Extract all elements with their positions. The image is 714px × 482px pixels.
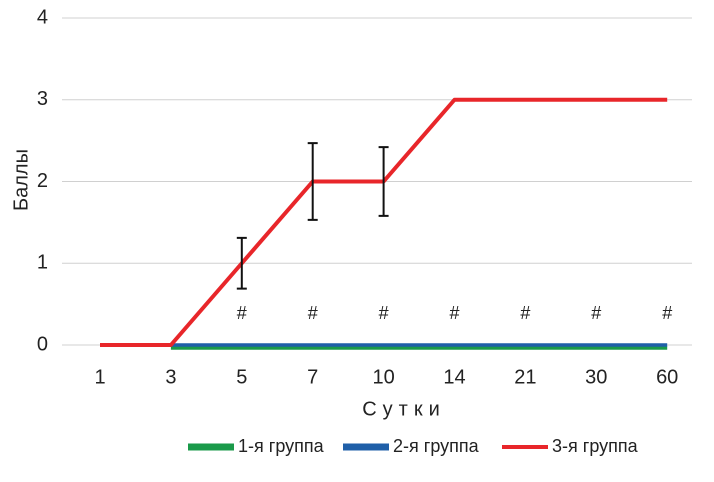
legend-label: 3-я группа: [552, 436, 639, 456]
x-axis-label: Сутки: [362, 398, 446, 420]
x-tick-label: 14: [443, 366, 465, 388]
y-tick-label: 4: [37, 6, 48, 28]
x-tick-label: 5: [236, 366, 247, 388]
x-tick-label: 60: [656, 366, 678, 388]
legend-label: 2-я группа: [393, 436, 480, 456]
x-tick-label: 30: [585, 366, 607, 388]
error-bar: [378, 146, 389, 217]
y-axis-label: Баллы: [10, 149, 32, 211]
x-tick-label: 21: [514, 366, 536, 388]
x-tick-label: 3: [165, 366, 176, 388]
annotation: #: [662, 303, 672, 323]
y-tick-label: 3: [37, 88, 48, 110]
annotation: #: [379, 303, 389, 323]
annotation: #: [449, 303, 459, 323]
x-tick-label: 7: [307, 366, 318, 388]
y-tick-label: 1: [37, 252, 48, 274]
x-tick-label: 10: [372, 366, 394, 388]
annotation: #: [591, 303, 601, 323]
y-tick-label: 0: [37, 333, 48, 355]
error-bar: [307, 142, 318, 221]
annotation: #: [308, 303, 318, 323]
annotation: #: [520, 303, 530, 323]
x-tick-label: 1: [94, 366, 105, 388]
legend-label: 1-я группа: [238, 436, 325, 456]
y-tick-label: 2: [37, 170, 48, 192]
annotation: #: [237, 303, 247, 323]
error-bar: [236, 236, 247, 290]
